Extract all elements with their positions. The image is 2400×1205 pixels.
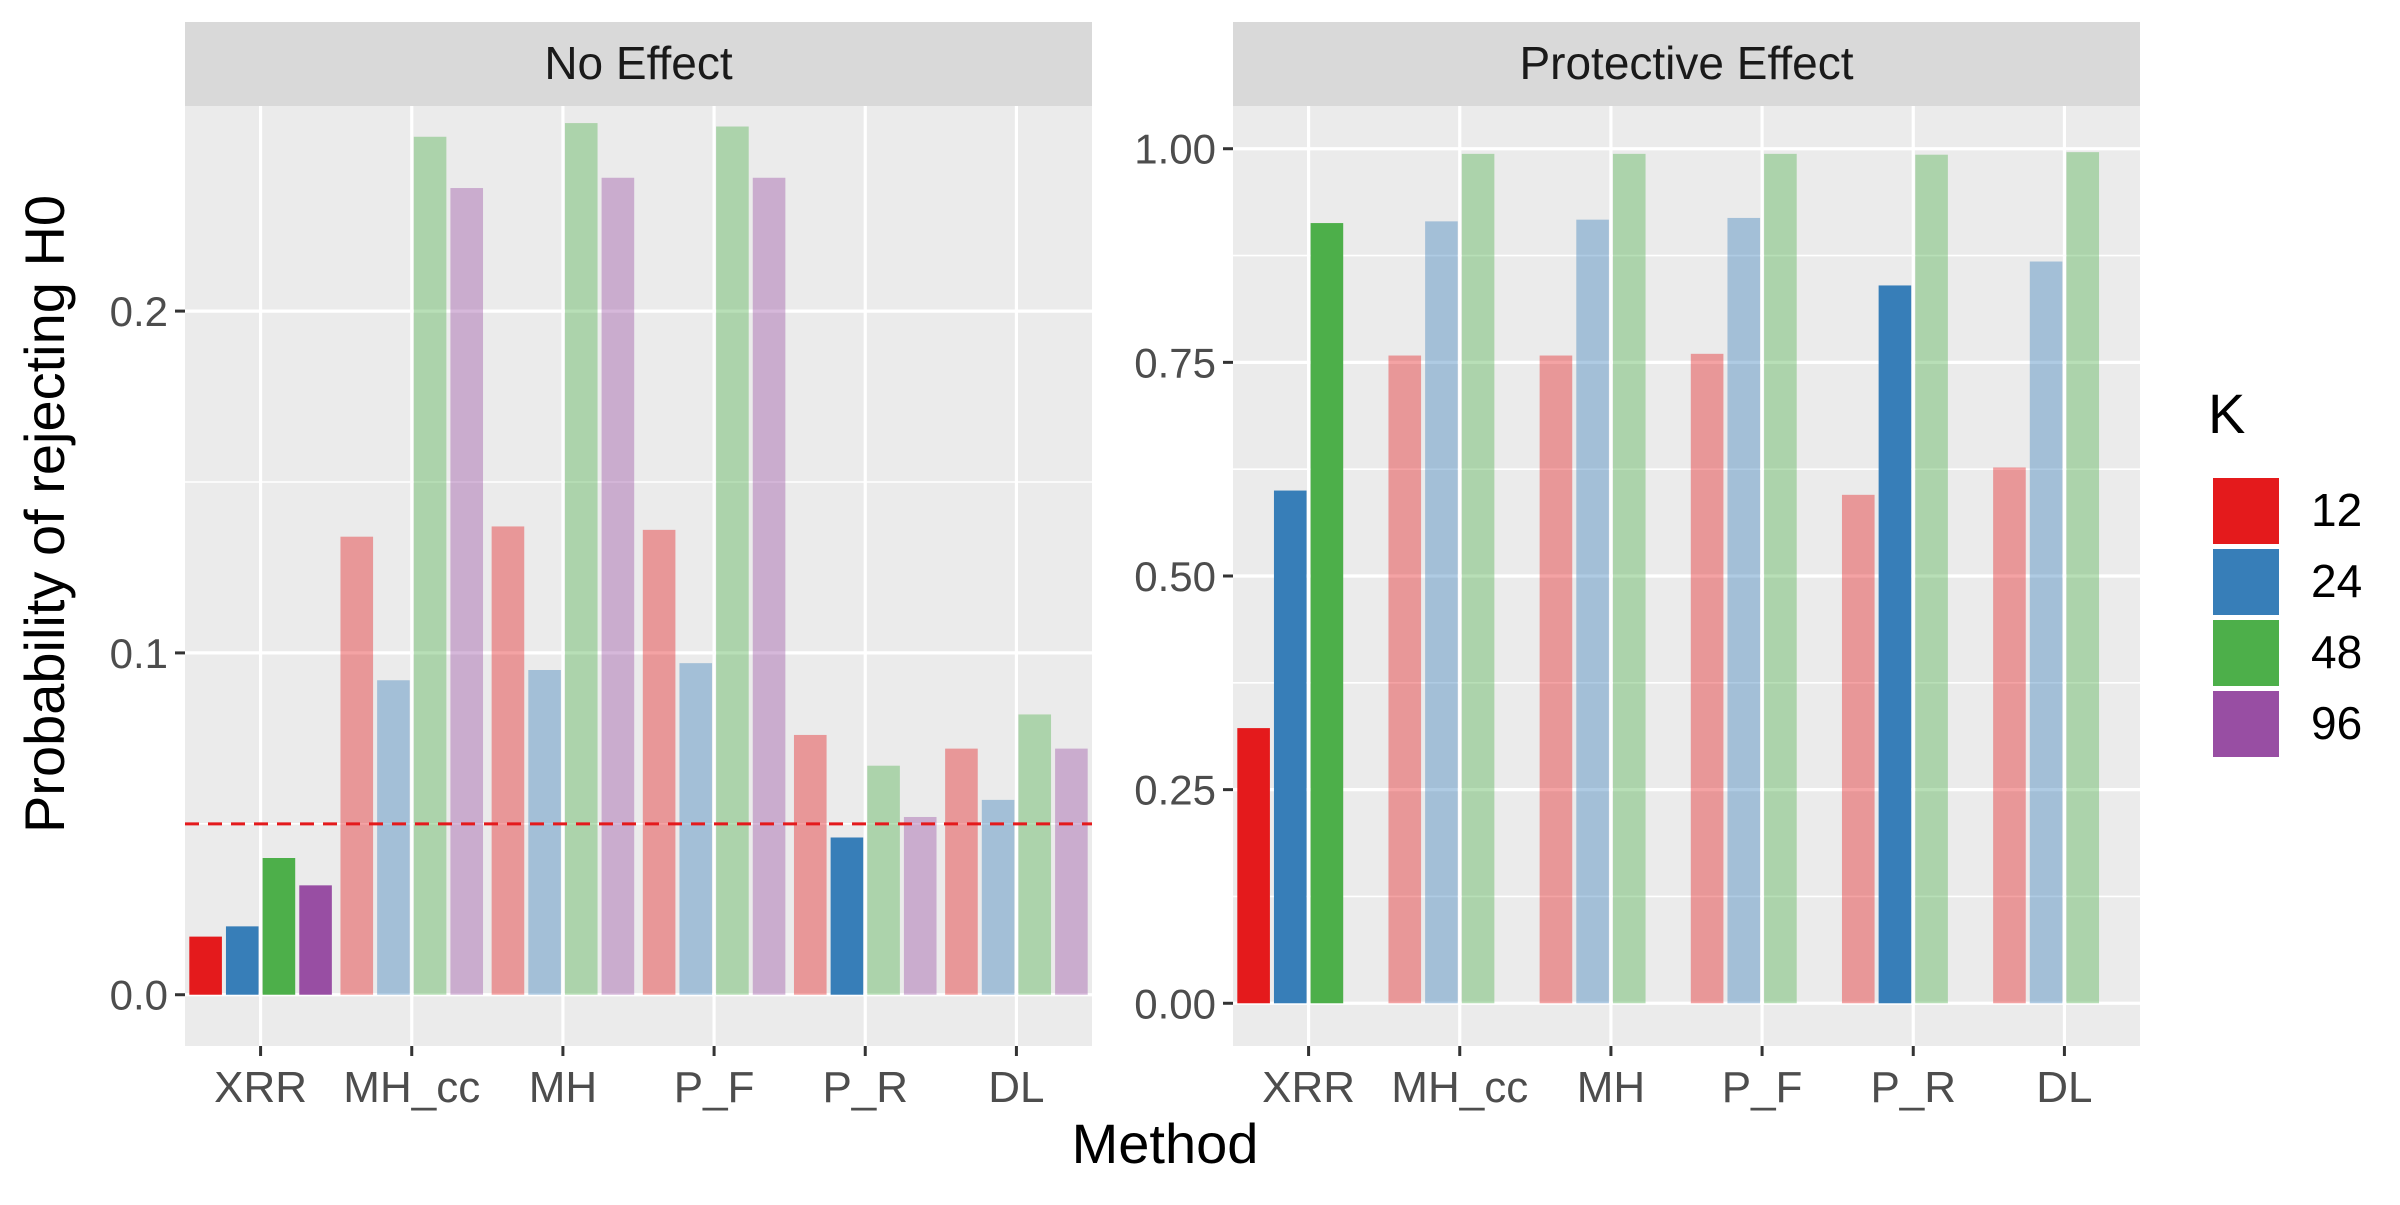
x-axis-title: Method — [1072, 1112, 1259, 1175]
legend-key-24 — [2213, 549, 2279, 615]
legend-label: 12 — [2311, 484, 2362, 536]
x-tick-label: MH_cc — [343, 1063, 480, 1112]
bar-P_F-k48 — [1764, 153, 1797, 1004]
bar-P_F-k12 — [1690, 353, 1724, 1004]
bar-P_F-k12 — [642, 529, 676, 995]
bar-MH_cc-k24 — [1425, 221, 1458, 1004]
panel-title: No Effect — [544, 37, 733, 89]
y-tick-label: 0.00 — [1134, 980, 1216, 1027]
bar-DL-k24 — [981, 799, 1015, 995]
bar-DL-k12 — [1993, 467, 2026, 1004]
y-tick-label: 0.2 — [110, 288, 168, 335]
bar-MH_cc-k48 — [413, 136, 447, 995]
bar-XRR-k24 — [1273, 490, 1307, 1004]
bar-DL-k48 — [1018, 714, 1052, 995]
x-tick-label: MH_cc — [1391, 1063, 1528, 1112]
x-tick-label: P_R — [822, 1063, 908, 1112]
x-tick-label: DL — [988, 1063, 1044, 1112]
y-tick-label: 0.50 — [1134, 553, 1216, 600]
x-tick-label: XRR — [214, 1063, 307, 1112]
x-tick-label: DL — [2036, 1063, 2092, 1112]
plot-background — [185, 106, 1092, 1046]
bar-MH_cc-k12 — [1388, 355, 1422, 1004]
y-axis-title: Probability of rejecting H0 — [13, 195, 76, 833]
bar-P_F-k24 — [679, 663, 713, 995]
bar-DL-k96 — [1055, 748, 1088, 995]
bar-MH-k96 — [601, 177, 635, 995]
bar-P_F-k24 — [1727, 217, 1761, 1004]
bar-MH-k24 — [528, 670, 561, 995]
y-tick-label: 0.25 — [1134, 767, 1216, 814]
bar-DL-k24 — [2029, 261, 2063, 1004]
bar-MH_cc-k12 — [340, 536, 374, 995]
panel-0: No Effect 0.0 0.1 0.2 XRR MH_cc MH P_F P_R DL — [110, 22, 1092, 1112]
bar-P_R-k24 — [830, 837, 864, 995]
bar-P_F-k96 — [752, 177, 786, 995]
bar-P_R-k12 — [1841, 494, 1875, 1004]
y-tick-label: 0.0 — [110, 972, 168, 1019]
legend-title: K — [2208, 382, 2245, 445]
panel-1: Protective Effect 0.00 0.25 0.50 0.75 1.00 XRR… — [1134, 22, 2140, 1112]
x-tick-label: MH — [529, 1063, 597, 1112]
bar-MH_cc-k24 — [377, 680, 410, 995]
bar-MH-k12 — [491, 526, 525, 995]
panel-strip — [1233, 22, 2140, 106]
bar-XRR-k48 — [1310, 223, 1344, 1004]
legend-key-12 — [2213, 478, 2279, 544]
legend-label: 24 — [2311, 555, 2362, 607]
bar-XRR-k24 — [225, 926, 259, 995]
x-tick-label: XRR — [1262, 1063, 1355, 1112]
legend-key-96 — [2213, 691, 2279, 757]
bar-XRR-k12 — [1237, 728, 1270, 1004]
y-tick-label: 0.75 — [1134, 339, 1216, 386]
legend-label: 96 — [2311, 697, 2362, 749]
panel-strip — [185, 22, 1092, 106]
legend-key-48 — [2213, 620, 2279, 686]
y-tick-label: 0.1 — [110, 630, 168, 677]
panel-title: Protective Effect — [1519, 37, 1853, 89]
bar-XRR-k48 — [262, 858, 296, 995]
y-tick-label: 1.00 — [1134, 126, 1216, 173]
bar-MH-k48 — [1612, 153, 1646, 1004]
bar-P_R-k96 — [903, 816, 937, 995]
bar-XRR-k96 — [299, 885, 332, 995]
legend-label: 48 — [2311, 626, 2362, 678]
legend: K 12 24 48 96 — [2208, 382, 2362, 757]
x-tick-label: P_R — [1870, 1063, 1956, 1112]
bar-P_R-k48 — [1915, 154, 1948, 1004]
x-tick-label: P_F — [674, 1063, 755, 1112]
bar-MH-k12 — [1539, 355, 1573, 1004]
bar-P_R-k12 — [793, 734, 827, 995]
bar-XRR-k12 — [189, 936, 222, 995]
x-tick-label: P_F — [1722, 1063, 1803, 1112]
bar-MH_cc-k96 — [450, 188, 484, 995]
bar-P_R-k48 — [867, 765, 900, 995]
x-tick-label: MH — [1577, 1063, 1645, 1112]
bar-P_F-k48 — [716, 126, 749, 995]
bar-MH-k48 — [564, 123, 598, 995]
bar-MH-k24 — [1576, 219, 1609, 1004]
bar-DL-k48 — [2066, 152, 2100, 1004]
bar-DL-k12 — [945, 748, 978, 995]
bar-MH_cc-k48 — [1461, 153, 1495, 1004]
bar-P_R-k24 — [1878, 285, 1912, 1004]
